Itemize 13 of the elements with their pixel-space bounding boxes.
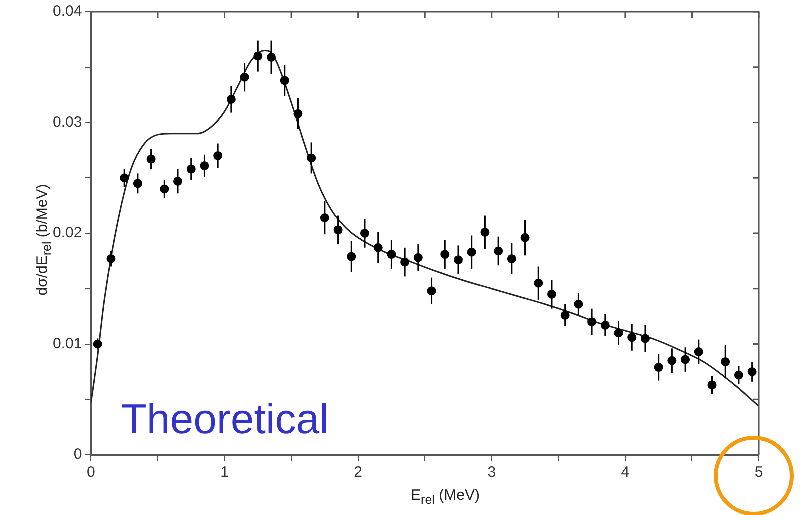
annotation: Theoretical (121, 396, 329, 443)
y-tick-label: 0.04 (52, 3, 82, 20)
x-tick-label: 3 (488, 464, 496, 482)
x-tick-label: 0 (87, 464, 96, 482)
x-tick-label: 1 (220, 464, 229, 482)
x-tick-label: 2 (354, 464, 362, 482)
x-axis-title: E$_{rel}$ (MeV) (410, 487, 481, 507)
y-tick-label: 0.02 (52, 224, 82, 242)
y-tick-label: 0 (74, 446, 82, 464)
y-tick-label: 0.01 (52, 335, 82, 352)
x-tick-label: 5 (754, 464, 764, 482)
x-tick-label: 4 (621, 464, 630, 482)
y-tick-label: 0.03 (52, 114, 82, 131)
